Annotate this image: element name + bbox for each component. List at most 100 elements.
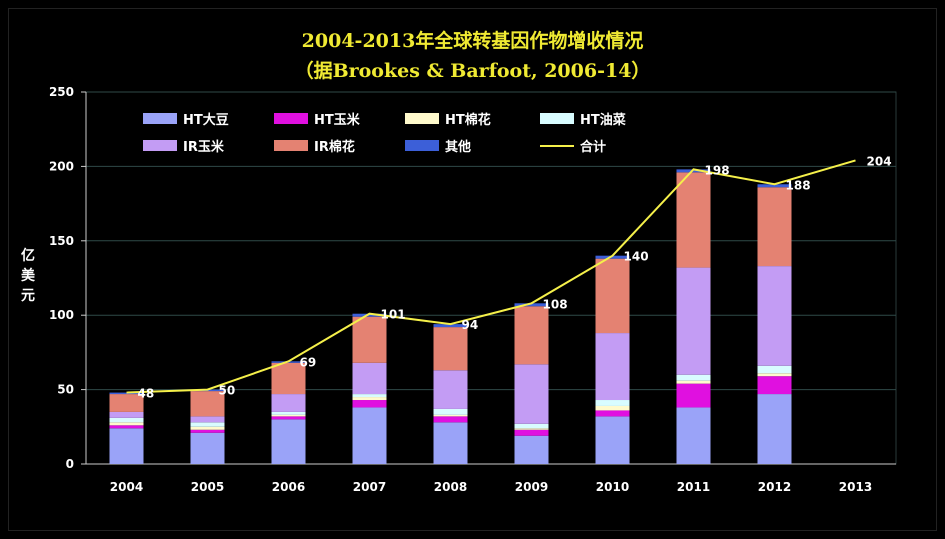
- bar-segment: [271, 362, 306, 395]
- bar-segment: [514, 423, 549, 429]
- bar-segment: [595, 410, 630, 417]
- x-tick-label: 2009: [515, 480, 548, 494]
- legend-label: 合计: [580, 139, 606, 155]
- total-data-label: 101: [381, 308, 406, 322]
- bar-segment: [514, 428, 549, 430]
- bar-segment: [190, 422, 225, 427]
- bar-segment: [514, 435, 549, 464]
- bar-segment: [595, 400, 630, 406]
- bar-segment: [595, 405, 630, 411]
- bar-segment: [595, 255, 630, 259]
- bar-segment: [676, 172, 711, 268]
- legend-label: 其他: [445, 139, 471, 155]
- bar-segment: [676, 383, 711, 408]
- legend-swatch: [405, 113, 439, 124]
- legend-swatch: [274, 140, 308, 151]
- x-tick-label: 2006: [272, 480, 305, 494]
- y-axis-label: 亿美元: [21, 248, 35, 304]
- bar-segment: [271, 416, 306, 420]
- x-tick-label: 2008: [434, 480, 467, 494]
- chart-title: 2004-2013年全球转基因作物增收情况: [301, 30, 644, 52]
- bar-segment: [676, 374, 711, 381]
- bar-segment: [514, 429, 549, 436]
- total-data-label: 140: [624, 250, 649, 264]
- total-data-label: 48: [138, 387, 155, 401]
- bar-segment: [190, 391, 225, 417]
- legend-label: HT棉花: [445, 112, 491, 128]
- bar-segment: [352, 407, 387, 464]
- bar-segment: [271, 394, 306, 412]
- bar-segment: [271, 411, 306, 415]
- x-tick-label: 2011: [677, 480, 710, 494]
- total-data-label: 188: [786, 178, 811, 192]
- legend-swatch: [143, 113, 177, 124]
- bar-segment: [757, 184, 792, 188]
- total-data-label: 94: [462, 318, 479, 332]
- bar-segment: [190, 416, 225, 423]
- bar-segment: [190, 432, 225, 464]
- total-data-label: 198: [705, 163, 730, 177]
- bar-segment: [757, 394, 792, 464]
- bar-segment: [514, 364, 549, 424]
- legend-label: HT油菜: [580, 112, 626, 128]
- x-tick-label: 2005: [191, 480, 224, 494]
- bar-segment: [352, 316, 387, 363]
- bar-segment: [271, 414, 306, 417]
- y-tick-label: 100: [49, 308, 74, 322]
- y-tick-label: 0: [66, 457, 74, 471]
- legend-swatch: [143, 140, 177, 151]
- x-tick-label: 2010: [596, 480, 629, 494]
- bar-segment: [433, 370, 468, 409]
- bar-segment: [352, 313, 387, 317]
- bar-segment: [595, 258, 630, 334]
- legend-swatch: [540, 113, 574, 124]
- bar-segment: [109, 392, 144, 395]
- bar-segment: [352, 362, 387, 395]
- bar-segment: [595, 333, 630, 401]
- bar-segment: [433, 324, 468, 328]
- bar-segment: [433, 422, 468, 464]
- bar-segment: [595, 416, 630, 464]
- total-data-label: 50: [219, 384, 236, 398]
- bar-segment: [190, 429, 225, 433]
- bar-segment: [352, 400, 387, 408]
- y-tick-label: 250: [49, 85, 74, 99]
- x-tick-label: 2013: [839, 480, 872, 494]
- bar-segment: [757, 187, 792, 267]
- total-data-label: 108: [543, 297, 568, 311]
- bar-segment: [109, 422, 144, 426]
- bar-segment: [109, 417, 144, 423]
- bar-segment: [109, 394, 144, 412]
- legend-label: HT玉米: [314, 112, 361, 128]
- bar-segment: [757, 365, 792, 374]
- bar-segment: [676, 267, 711, 375]
- legend-label: IR棉花: [314, 139, 355, 155]
- legend-label: IR玉米: [183, 139, 225, 155]
- bar-segment: [676, 407, 711, 464]
- bar-segment: [433, 408, 468, 415]
- bar-segment: [352, 397, 387, 401]
- bar-segment: [676, 380, 711, 384]
- bar-segment: [109, 428, 144, 464]
- bar-segment: [514, 306, 549, 365]
- legend-swatch: [274, 113, 308, 124]
- x-tick-label: 2007: [353, 480, 386, 494]
- bar-segment: [514, 303, 549, 307]
- bar-segment: [109, 425, 144, 429]
- bar-segment: [271, 419, 306, 464]
- bar-segment: [190, 426, 225, 430]
- bar-segment: [757, 373, 792, 377]
- bar-segment: [109, 411, 144, 418]
- bar-segment: [433, 414, 468, 417]
- legend-label: HT大豆: [183, 112, 229, 128]
- bar-segment: [757, 266, 792, 366]
- total-data-label: 204: [867, 154, 892, 168]
- total-data-label: 69: [300, 355, 317, 369]
- bar-segment: [676, 169, 711, 173]
- y-tick-label: 200: [49, 159, 74, 173]
- bar-segment: [352, 394, 387, 398]
- bar-segment: [433, 327, 468, 371]
- total-line: [126, 159, 856, 394]
- x-tick-label: 2004: [110, 480, 143, 494]
